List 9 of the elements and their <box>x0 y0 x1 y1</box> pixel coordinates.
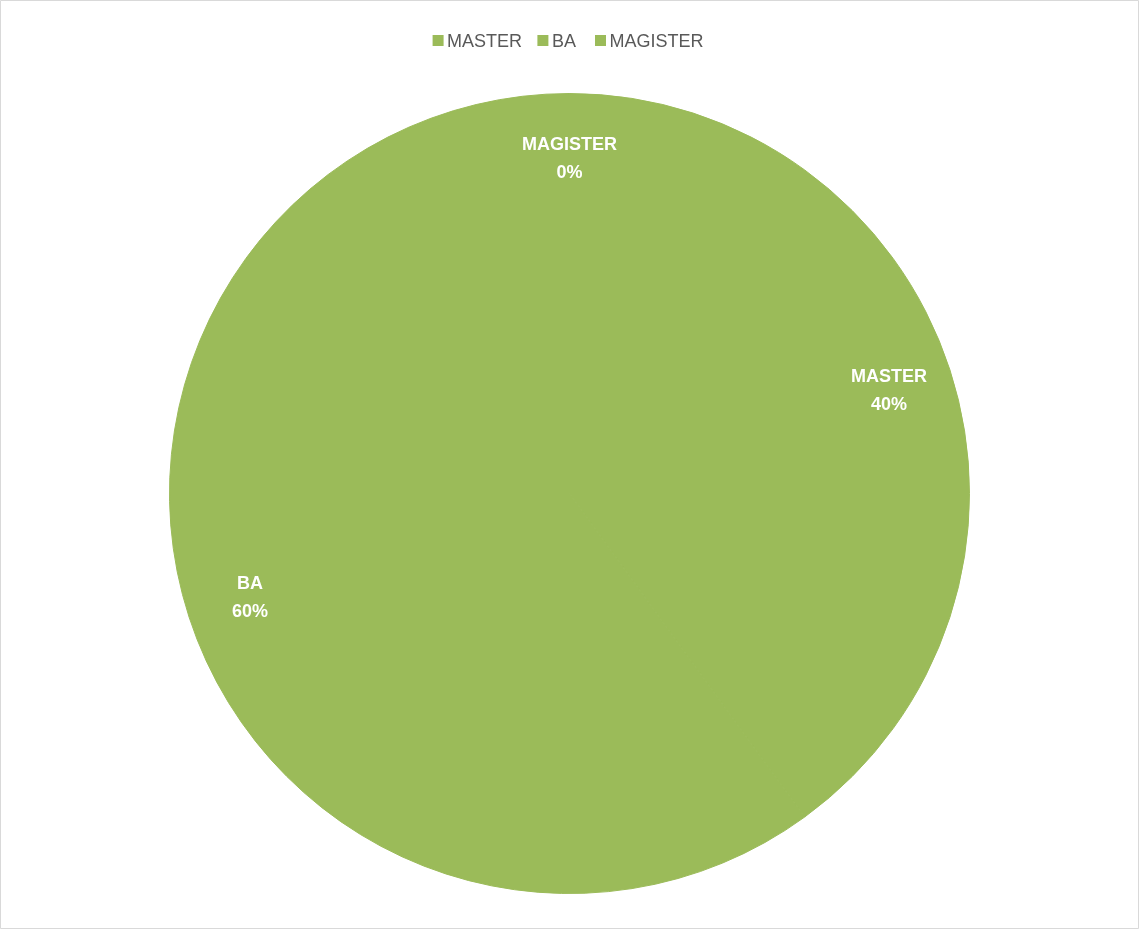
slice-label: BA <box>236 573 263 594</box>
data-label: 60% <box>231 601 268 622</box>
legend-label: BA <box>551 30 576 51</box>
legend-label: MAGISTER <box>609 30 704 51</box>
data-label: 40% <box>871 393 908 414</box>
category-label: MAGISTER <box>522 133 618 154</box>
slice-label: MASTER <box>851 365 928 386</box>
text: 0% <box>556 161 583 182</box>
legend-label: MASTER <box>447 30 523 51</box>
